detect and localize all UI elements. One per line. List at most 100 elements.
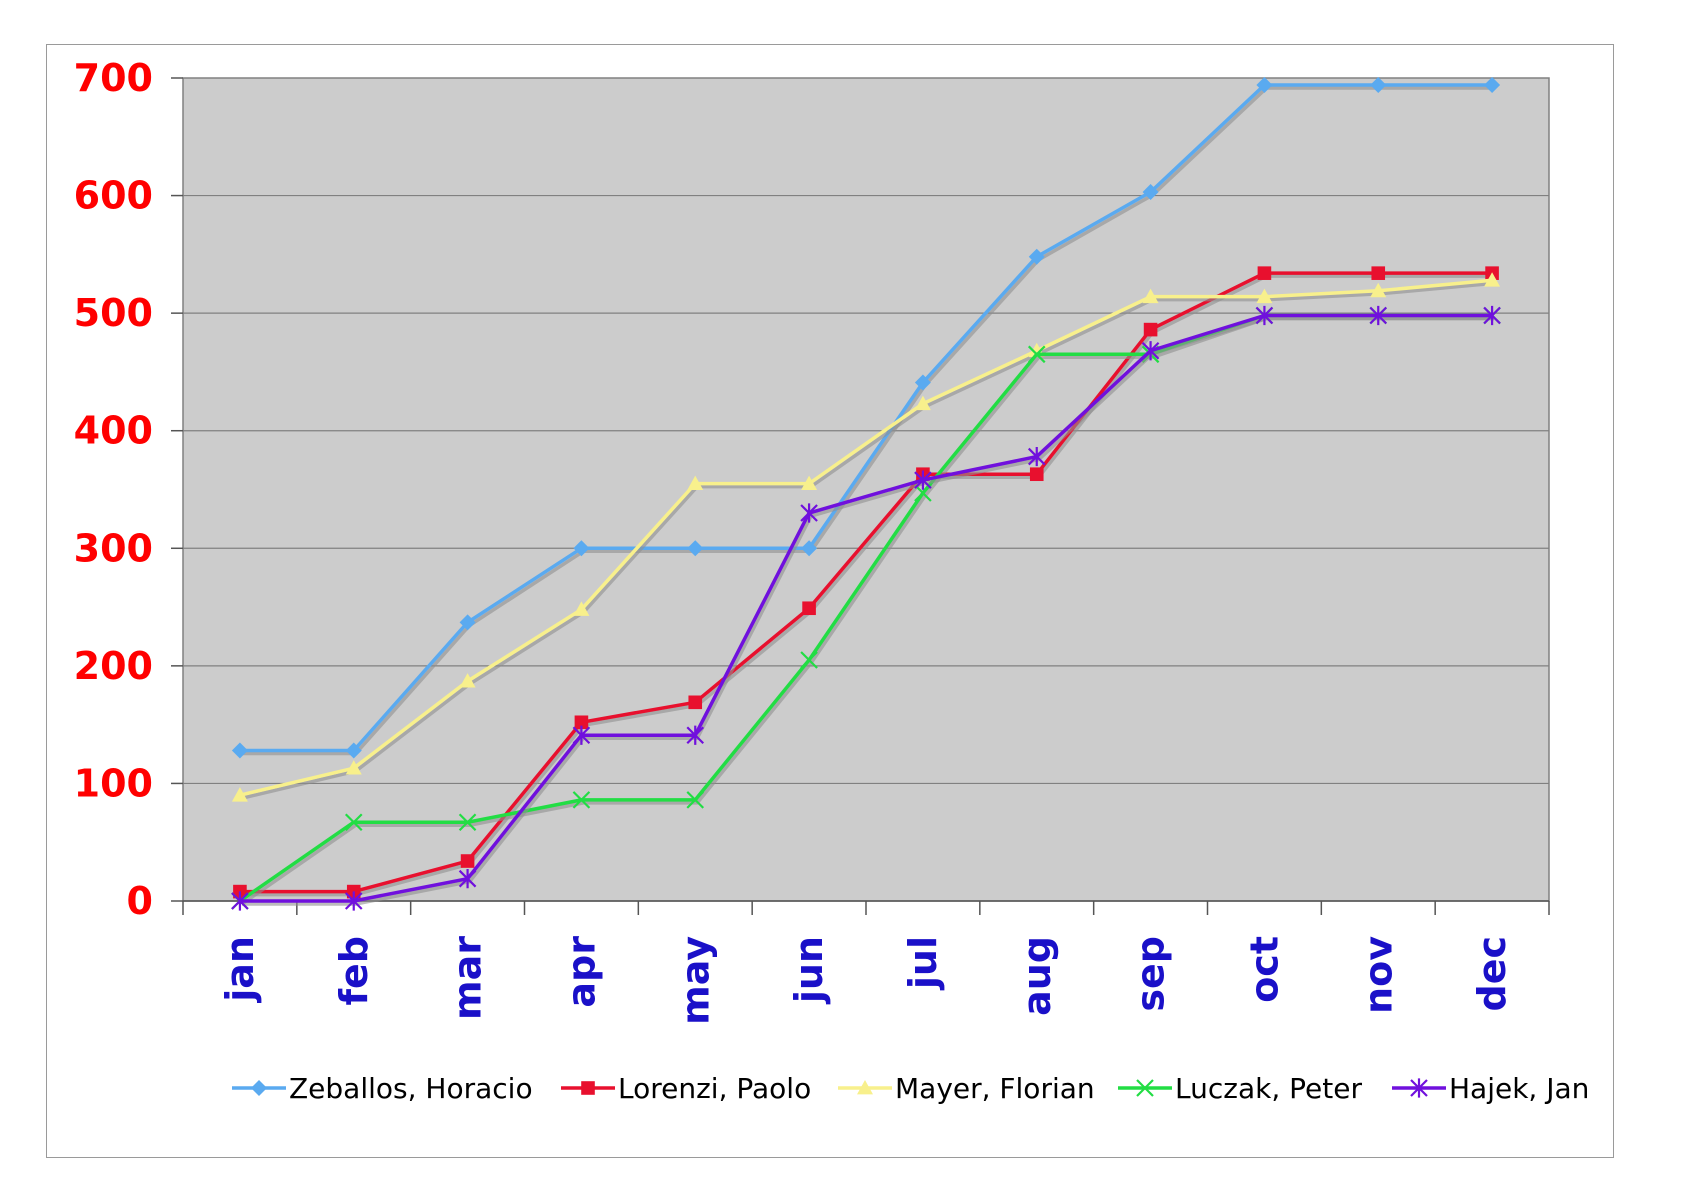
data-point <box>914 374 931 391</box>
data-point <box>1143 322 1158 337</box>
legend-marker <box>581 1081 595 1095</box>
data-point <box>460 854 475 868</box>
data-point <box>1369 305 1388 326</box>
data-point <box>1483 305 1501 326</box>
data-point <box>573 601 590 616</box>
series-line-shadow <box>241 274 1495 897</box>
data-point <box>459 673 476 688</box>
data-point <box>914 395 931 411</box>
data-point <box>914 484 932 502</box>
series-lines <box>231 77 1501 911</box>
x-tick-label: nov <box>1356 936 1400 1014</box>
legend-label: Lorenzi, Paolo <box>618 1072 811 1105</box>
legend: Zeballos, Horacio Lorenzi, Paolo Mayer, Fl… <box>232 1072 1589 1105</box>
data-point <box>1027 345 1046 364</box>
data-point <box>1371 266 1386 280</box>
legend-marker <box>1136 1079 1154 1097</box>
legend-label: Luczak, Peter <box>1175 1072 1362 1105</box>
axes <box>171 77 1550 915</box>
x-tick-label: aug <box>1015 936 1059 1016</box>
series-1 <box>233 266 1499 899</box>
legend-label: Mayer, Florian <box>895 1072 1095 1105</box>
series-line <box>239 313 1493 903</box>
data-point <box>231 742 248 759</box>
y-tick-label: 400 <box>74 409 153 453</box>
series-line <box>239 278 1493 797</box>
series-2 <box>231 272 1501 802</box>
legend-item: Zeballos, Horacio <box>232 1072 533 1105</box>
data-point <box>801 540 818 557</box>
data-point <box>800 651 818 669</box>
series-4 <box>231 305 1501 911</box>
data-point <box>1484 272 1501 287</box>
legend-marker <box>857 1080 873 1095</box>
data-point <box>914 470 932 490</box>
legend-marker <box>251 1080 267 1096</box>
x-tick-label: sep <box>1129 936 1173 1012</box>
data-point <box>345 742 362 759</box>
x-tick-label: feb <box>332 936 376 1006</box>
series-line-shadow <box>241 281 1495 800</box>
data-point <box>1027 446 1046 467</box>
legend-item: Luczak, Peter <box>1118 1072 1362 1105</box>
data-point <box>573 540 590 557</box>
data-point <box>688 695 703 710</box>
y-tick-label: 300 <box>74 526 153 570</box>
data-point <box>231 787 248 802</box>
series-line <box>239 271 1493 894</box>
data-point <box>1256 288 1273 304</box>
x-tick-label: jul <box>901 936 945 991</box>
data-point <box>1142 184 1159 201</box>
legend-item: Hajek, Jan <box>1392 1072 1589 1105</box>
data-point <box>1257 266 1272 280</box>
data-point <box>1370 77 1387 94</box>
data-point <box>572 725 591 745</box>
y-tick-label: 500 <box>74 291 153 335</box>
x-tick-label: jan <box>218 936 262 1004</box>
data-point <box>1142 288 1159 304</box>
data-point <box>458 869 477 889</box>
y-tick-label: 600 <box>74 174 153 218</box>
x-tick-label: dec <box>1470 936 1514 1012</box>
legend-marker <box>1410 1078 1428 1098</box>
data-point <box>1370 282 1387 298</box>
gridlines <box>183 194 1549 785</box>
legend-item: Lorenzi, Paolo <box>561 1072 811 1105</box>
data-point <box>1484 77 1501 94</box>
data-point <box>1029 467 1044 482</box>
data-point <box>574 715 589 730</box>
y-tick-label: 100 <box>74 761 153 805</box>
y-tick-label: 0 <box>127 879 153 923</box>
legend-item: Mayer, Florian <box>838 1072 1095 1105</box>
data-point <box>572 791 591 809</box>
y-tick-label: 700 <box>74 56 153 100</box>
data-point <box>802 601 816 616</box>
data-point <box>687 475 704 491</box>
x-tick-label: mar <box>446 936 490 1020</box>
data-point <box>459 614 476 631</box>
series-line-shadow <box>241 86 1495 756</box>
data-point <box>1141 341 1160 361</box>
x-tick-label: jun <box>787 936 831 1005</box>
series-line-shadow <box>241 316 1495 906</box>
y-tick-label: 200 <box>74 644 153 688</box>
x-tick-label: oct <box>1242 936 1286 1003</box>
data-point <box>231 891 249 911</box>
y-axis-ticks: 0 100 200 300 400 500 600 700 <box>74 56 153 923</box>
data-point <box>800 503 818 523</box>
data-point <box>1255 305 1274 326</box>
data-point <box>1028 248 1045 265</box>
x-axis-ticks: jan feb mar apr may jun jul aug sep oct nov dec <box>218 936 1514 1025</box>
data-point <box>801 475 818 491</box>
plot-area <box>182 77 1550 902</box>
data-point <box>687 540 704 557</box>
data-point <box>458 813 477 832</box>
data-point <box>344 813 363 832</box>
data-point <box>1256 77 1273 94</box>
data-point <box>345 760 362 775</box>
series-0 <box>231 77 1501 759</box>
legend-label: Hajek, Jan <box>1449 1072 1589 1105</box>
data-point <box>344 891 363 911</box>
data-point <box>686 725 705 745</box>
